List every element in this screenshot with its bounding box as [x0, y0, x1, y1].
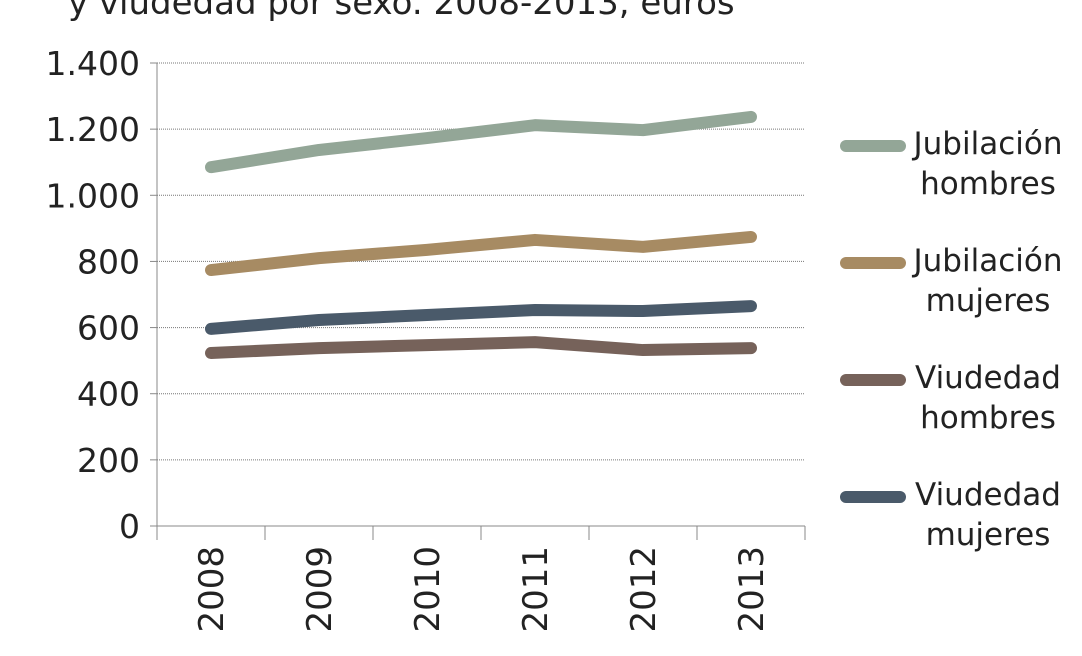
legend-label: Viudedad hombres [915, 360, 1061, 436]
y-tick-label: 200 [77, 441, 140, 480]
y-tick-label: 1.400 [46, 44, 140, 83]
y-tick-label: 400 [77, 375, 140, 414]
y-tick-label: 600 [77, 309, 140, 348]
x-tick-label: 2009 [300, 546, 340, 633]
y-tick-label: 0 [119, 507, 140, 546]
line-series [205, 300, 757, 335]
line-series [205, 336, 757, 360]
legend-label: Viudedad mujeres [915, 477, 1061, 553]
x-tick-label: 2013 [732, 546, 772, 633]
line-series [205, 230, 757, 277]
legend-label: Jubilación mujeres [913, 243, 1063, 319]
y-tick-label: 1.200 [46, 110, 140, 149]
line-series [205, 110, 757, 174]
x-tick-label: 2012 [624, 546, 664, 633]
chart-title: y viudedad por sexo. 2008-2013, euros [68, 0, 735, 23]
x-tick-label: 2008 [192, 546, 232, 633]
x-tick-label: 2010 [408, 546, 448, 633]
x-tick-label: 2011 [516, 546, 556, 633]
legend-label: Jubilación hombres [913, 126, 1063, 202]
y-tick-label: 1.000 [46, 176, 140, 215]
y-tick-label: 800 [77, 242, 140, 281]
